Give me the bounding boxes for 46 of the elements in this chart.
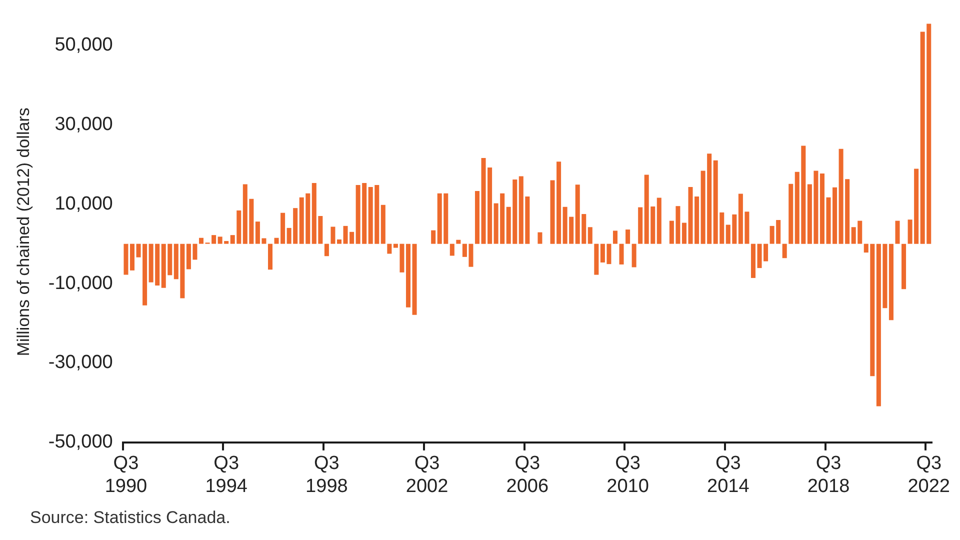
bar [198, 238, 204, 244]
bar [902, 244, 906, 290]
bar [124, 244, 128, 275]
y-tick-label: -30,000 [48, 352, 113, 374]
x-tick-label: Q3 2014 [707, 453, 750, 497]
x-tick-label: Q3 1998 [306, 453, 348, 497]
bar [431, 230, 436, 244]
x-tick-label: Q3 2010 [606, 453, 649, 497]
x-tick-label: Q3 1990 [104, 453, 148, 497]
bar [782, 244, 787, 258]
bar [456, 240, 461, 244]
bar [450, 244, 454, 256]
y-axis-title: Millions of chained (2012) dollars [14, 108, 33, 356]
bar [412, 244, 417, 315]
bar [612, 230, 618, 244]
bar [656, 198, 662, 244]
source-note: Source: Statistics Canada. [30, 508, 230, 528]
bar [888, 244, 894, 320]
x-tick-label: Q3 2006 [506, 453, 549, 497]
bar [588, 227, 592, 244]
bar [538, 232, 542, 244]
bar [336, 239, 342, 244]
x-tick-label: Q3 1994 [205, 453, 248, 497]
bar [130, 244, 135, 270]
bar [406, 244, 410, 308]
bar [387, 244, 392, 254]
y-tick-label: -50,000 [48, 432, 113, 453]
bar [626, 230, 630, 244]
x-tick-label: Q3 2018 [807, 453, 850, 497]
bar [474, 190, 480, 244]
bar [619, 244, 624, 264]
bar [895, 220, 900, 244]
y-tick-label: 10,000 [54, 193, 113, 214]
bar [632, 244, 636, 268]
bar [594, 244, 599, 275]
x-tick-label: Q3 2022 [908, 453, 950, 497]
bar [788, 184, 794, 244]
x-tick-label: Q3 2002 [406, 453, 448, 497]
bar [330, 226, 336, 244]
bar [638, 207, 643, 244]
y-tick-label: 30,000 [54, 114, 113, 135]
bar [268, 244, 273, 270]
y-tick-label: -10,000 [48, 272, 113, 294]
y-tick-label: 50,000 [54, 34, 113, 56]
bar [380, 204, 386, 244]
bar [324, 244, 329, 256]
